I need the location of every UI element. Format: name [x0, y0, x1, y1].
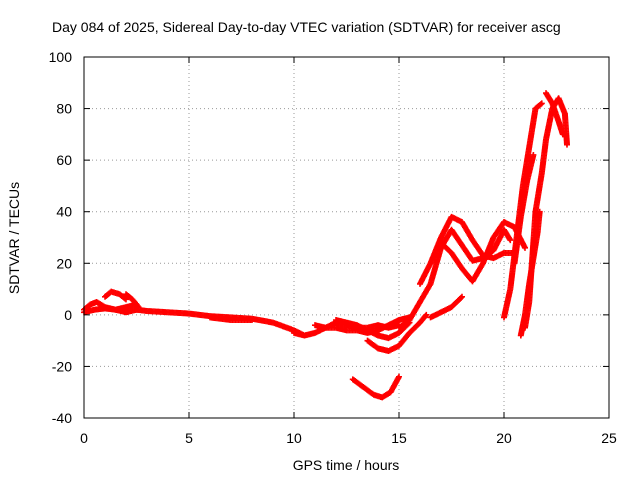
x-tick-label: 25 [601, 430, 617, 446]
series-arc-5 [133, 306, 308, 339]
y-tick-label: 20 [56, 255, 72, 271]
y-tick-label: -40 [52, 410, 72, 426]
y-tick-label: -20 [52, 358, 72, 374]
data-point [396, 373, 402, 380]
x-tick-label: 20 [496, 430, 512, 446]
series-arc-3 [102, 288, 129, 303]
y-tick-label: 0 [64, 307, 72, 323]
data-point [459, 293, 465, 300]
data-point [537, 101, 544, 108]
x-axis-label: GPS time / hours [293, 457, 400, 473]
series-arc-10 [364, 311, 430, 354]
data-series [81, 90, 570, 401]
grid-lines [84, 57, 609, 418]
series-arc-6 [207, 314, 255, 324]
data-point [422, 312, 429, 319]
data-point [530, 151, 537, 158]
y-tick-label: 60 [56, 152, 72, 168]
data-point [121, 295, 128, 302]
x-tick-label: 15 [391, 430, 407, 446]
y-axis-label: SDTVAR / TECUs [6, 182, 22, 294]
data-point [507, 237, 514, 244]
x-tick-label: 5 [185, 430, 193, 446]
data-point [123, 296, 129, 303]
plot-frame [83, 56, 610, 419]
series-arc-11 [349, 373, 402, 401]
series-arc-4 [123, 291, 142, 311]
series-arc-12 [427, 293, 465, 321]
x-tick-label: 0 [80, 430, 88, 446]
series-arc-2 [81, 301, 140, 316]
chart-title: Day 084 of 2025, Sidereal Day-to-day VTE… [52, 19, 561, 35]
y-tick-label: 40 [56, 204, 72, 220]
series-arc-14 [417, 213, 518, 287]
series-arc-20 [543, 90, 566, 138]
series-arc-18 [511, 151, 537, 267]
data-point [564, 141, 570, 148]
x-tick-label: 10 [286, 430, 302, 446]
data-point [457, 294, 464, 301]
data-point [249, 317, 255, 324]
data-point [559, 131, 566, 138]
data-point [423, 311, 430, 318]
series-arc-13 [396, 226, 514, 331]
y-tick-label: 80 [56, 101, 72, 117]
data-point [538, 100, 545, 107]
data-point [522, 244, 528, 251]
axes-ticks: 0 5 10 15 20 25 -40 -20 0 20 40 60 80 100 [49, 49, 617, 446]
y-tick-label: 100 [49, 49, 73, 65]
